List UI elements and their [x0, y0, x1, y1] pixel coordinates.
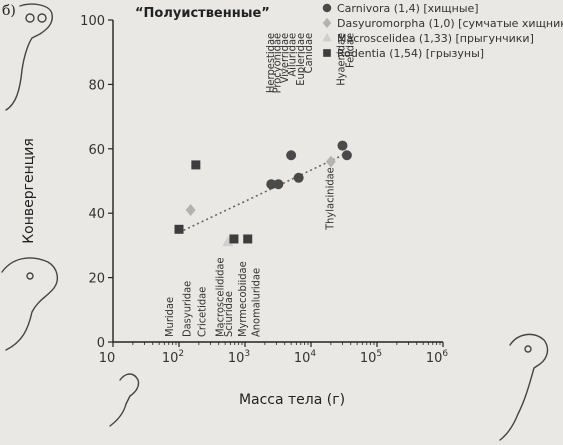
y-tick-label: 100 — [80, 14, 105, 29]
data-point-dasyuromorpha — [185, 203, 196, 216]
animal-skull-sketch-mid-left-icon — [1, 257, 59, 351]
x-tick-label: 10 — [99, 351, 116, 366]
y-axis-title: Конвергенция — [21, 138, 37, 244]
legend-marker-macroscelidea — [322, 32, 332, 42]
x-tick-label: 102 — [162, 349, 184, 366]
data-points — [174, 140, 352, 247]
y-tick-label: 0 — [97, 336, 105, 351]
legend-label-carnivora: Carnivora (1,4) [хищные] — [337, 2, 479, 15]
animal-skull-sketch-bottom-icon — [109, 373, 140, 427]
axes: 0 20 40 60 80 100 10 102 103 104 105 106 Конвергенци… — [21, 14, 448, 408]
data-point-rodentia — [174, 224, 184, 234]
family-label: Canidae — [302, 33, 315, 73]
data-point-rodentia — [191, 160, 201, 170]
family-label: Macroscelididae — [213, 257, 226, 337]
y-tick-label: 80 — [88, 78, 105, 93]
legend-marker-rodentia — [323, 49, 331, 57]
data-point-carnivora — [286, 150, 297, 161]
data-point-carnivora — [273, 179, 284, 190]
chart-title: “Полуиственные” — [135, 6, 270, 21]
data-point-carnivora — [293, 172, 304, 183]
data-point-carnivora — [266, 179, 277, 190]
x-tick-label: 105 — [360, 349, 382, 366]
legend-label-rodentia: Rodentia (1,54) [грызуны] — [337, 47, 484, 60]
x-tick-label: 104 — [294, 349, 317, 366]
family-label: Hyaenidae — [335, 33, 348, 86]
legend-label-macroscelidea: Macroscelidea (1,33) [прыгунчики] — [337, 32, 534, 45]
animal-skull-sketch-top-left-icon — [5, 3, 54, 111]
data-point-carnivora — [337, 140, 348, 151]
family-label: Myrmecobiidae — [236, 261, 249, 337]
legend: Carnivora (1,4) [хищные] Dasyuromorpha (1… — [322, 2, 563, 60]
x-tick-label: 106 — [426, 349, 449, 366]
family-label: Ailuridae — [286, 33, 299, 77]
animal-skull-sketch-right-icon — [499, 333, 549, 441]
y-tick-label: 40 — [88, 207, 105, 222]
data-point-rodentia — [243, 234, 253, 244]
data-point-macroscelidea — [222, 236, 234, 247]
legend-label-dasyuromorpha: Dasyuromorpha (1,0) [сумчатые хищники] — [337, 17, 563, 30]
family-label: Cricetidae — [196, 287, 209, 337]
family-label: Thylacinidae — [323, 167, 336, 231]
family-label: Herpestidae — [264, 33, 277, 93]
trend-line — [178, 154, 343, 234]
family-label: Muridae — [163, 297, 176, 337]
family-label: Sciuridae — [222, 291, 235, 337]
family-label: Felidae — [343, 33, 356, 68]
data-point-rodentia — [229, 234, 239, 244]
y-tick-label: 20 — [88, 272, 105, 287]
y-tick-label: 60 — [88, 143, 105, 158]
legend-marker-dasyuromorpha — [322, 17, 332, 29]
x-axis-title: Масса тела (г) — [239, 392, 345, 408]
data-point-dasyuromorpha — [325, 155, 336, 168]
data-point-carnivora — [341, 150, 352, 161]
trendline — [178, 154, 343, 234]
panel-label: б) — [2, 3, 16, 19]
family-label: Anomaluridae — [250, 268, 263, 337]
x-tick-label: 103 — [228, 349, 250, 366]
family-label: Dasyuridae — [181, 281, 194, 337]
family-label: Viverridae — [278, 33, 291, 83]
family-labels: Muridae Dasyuridae Cricetidae Macroscelidid… — [163, 33, 356, 337]
legend-marker-carnivora — [322, 3, 332, 13]
family-label: Procyonidae — [270, 33, 283, 93]
family-label: Eupleridae — [294, 33, 307, 86]
